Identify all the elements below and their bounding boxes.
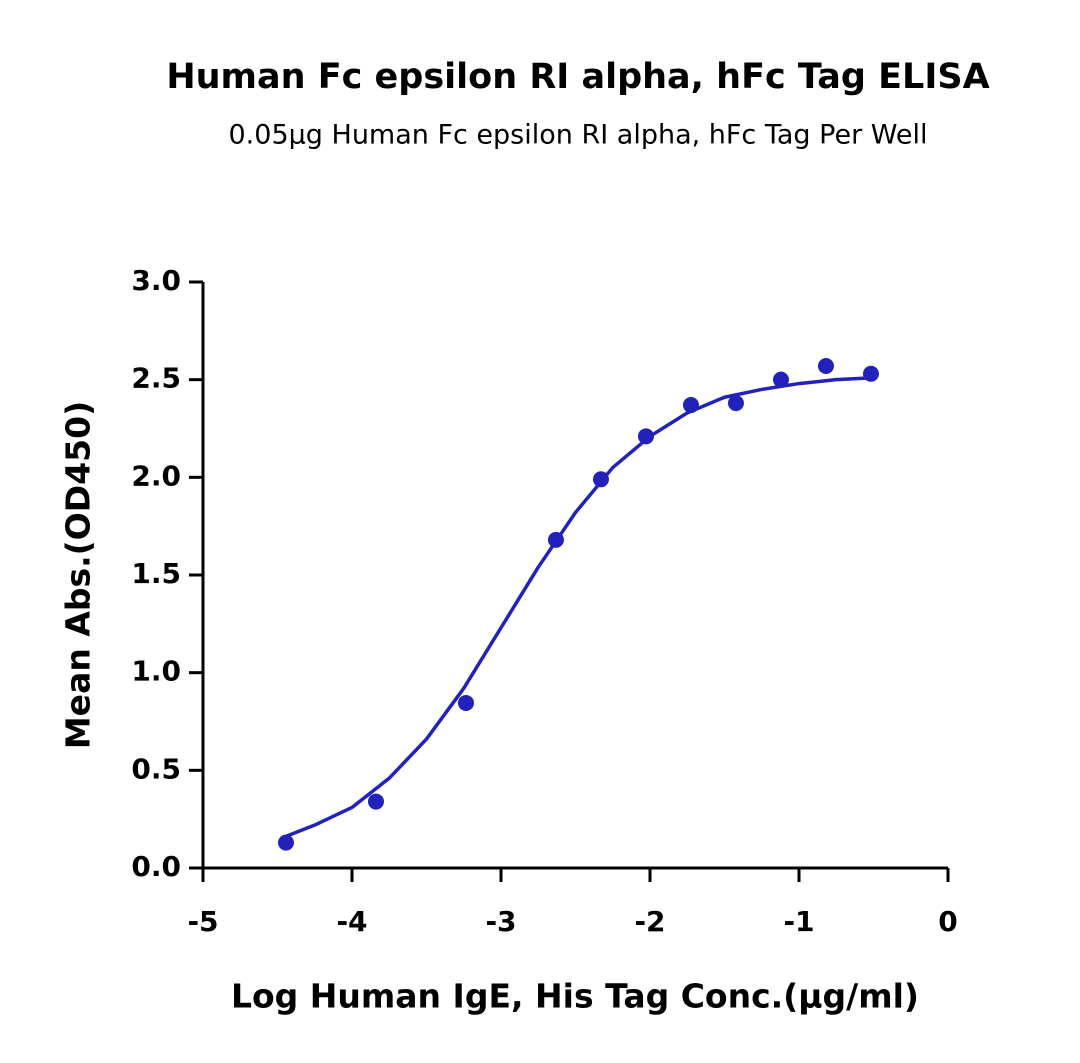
y-axis-label: Mean Abs.(OD450)	[59, 401, 98, 749]
data-point	[277, 834, 294, 851]
y-tick-label: 1.5	[131, 557, 181, 590]
x-tick-label: -4	[336, 905, 367, 938]
chart-subtitle: 0.05μg Human Fc epsilon RI alpha, hFc Ta…	[229, 120, 928, 151]
x-tick-label: 0	[938, 905, 957, 938]
y-tick-label: 2.0	[131, 459, 181, 492]
data-point	[817, 357, 834, 374]
data-point	[637, 428, 654, 445]
y-tick-label: 0.5	[131, 752, 181, 785]
data-point	[727, 395, 744, 412]
x-tick-label: -3	[485, 905, 516, 938]
x-tick-label: -1	[783, 905, 814, 938]
x-tick-label: -5	[187, 905, 218, 938]
y-tick-label: 1.0	[131, 655, 181, 688]
x-tick-label: -2	[634, 905, 665, 938]
data-point	[772, 371, 789, 388]
y-tick-label: 2.5	[131, 362, 181, 395]
fit-curve	[284, 375, 874, 839]
y-tick-label: 0.0	[131, 850, 181, 883]
data-point	[367, 793, 384, 810]
chart-title: Human Fc epsilon RI alpha, hFc Tag ELISA	[166, 57, 989, 97]
x-axis-label: Log Human IgE, His Tag Conc.(μg/ml)	[231, 977, 919, 1016]
y-tick-label: 3.0	[131, 264, 181, 297]
data-point	[457, 694, 474, 711]
